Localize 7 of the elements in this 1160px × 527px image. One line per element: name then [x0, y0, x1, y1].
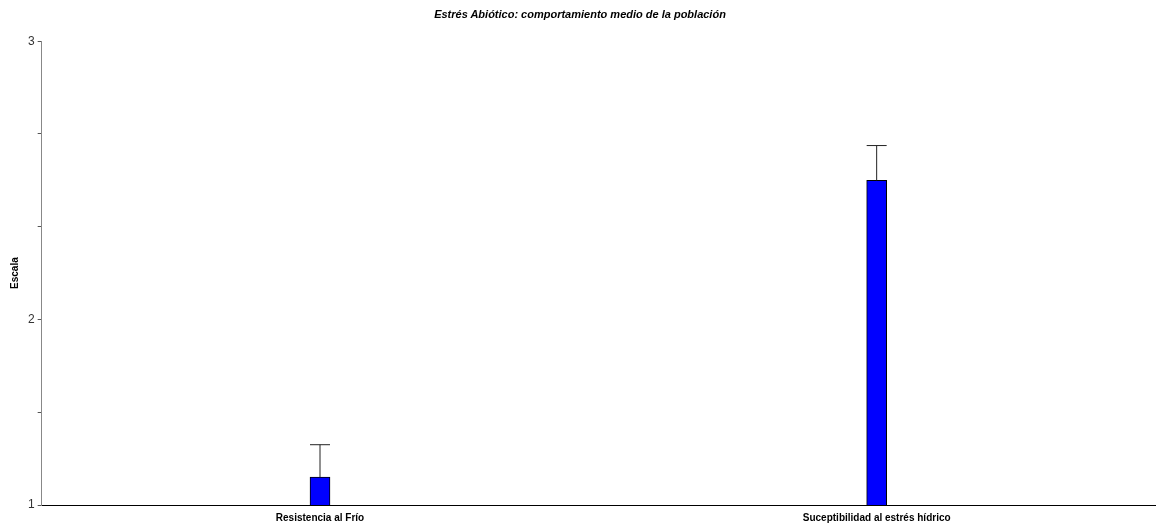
y-tick-label: 3	[27, 33, 35, 48]
x-tick-label: Suceptibilidad al estrés hídrico	[802, 511, 951, 523]
x-tick-label: Resistencia al Frío	[275, 511, 365, 523]
y-axis-title: Escala	[8, 256, 20, 289]
chart-title: Estrés Abiótico: comportamiento medio de la población	[434, 7, 727, 20]
y-tick-label: 1	[27, 497, 35, 512]
y-tick-label: 2	[27, 311, 35, 326]
